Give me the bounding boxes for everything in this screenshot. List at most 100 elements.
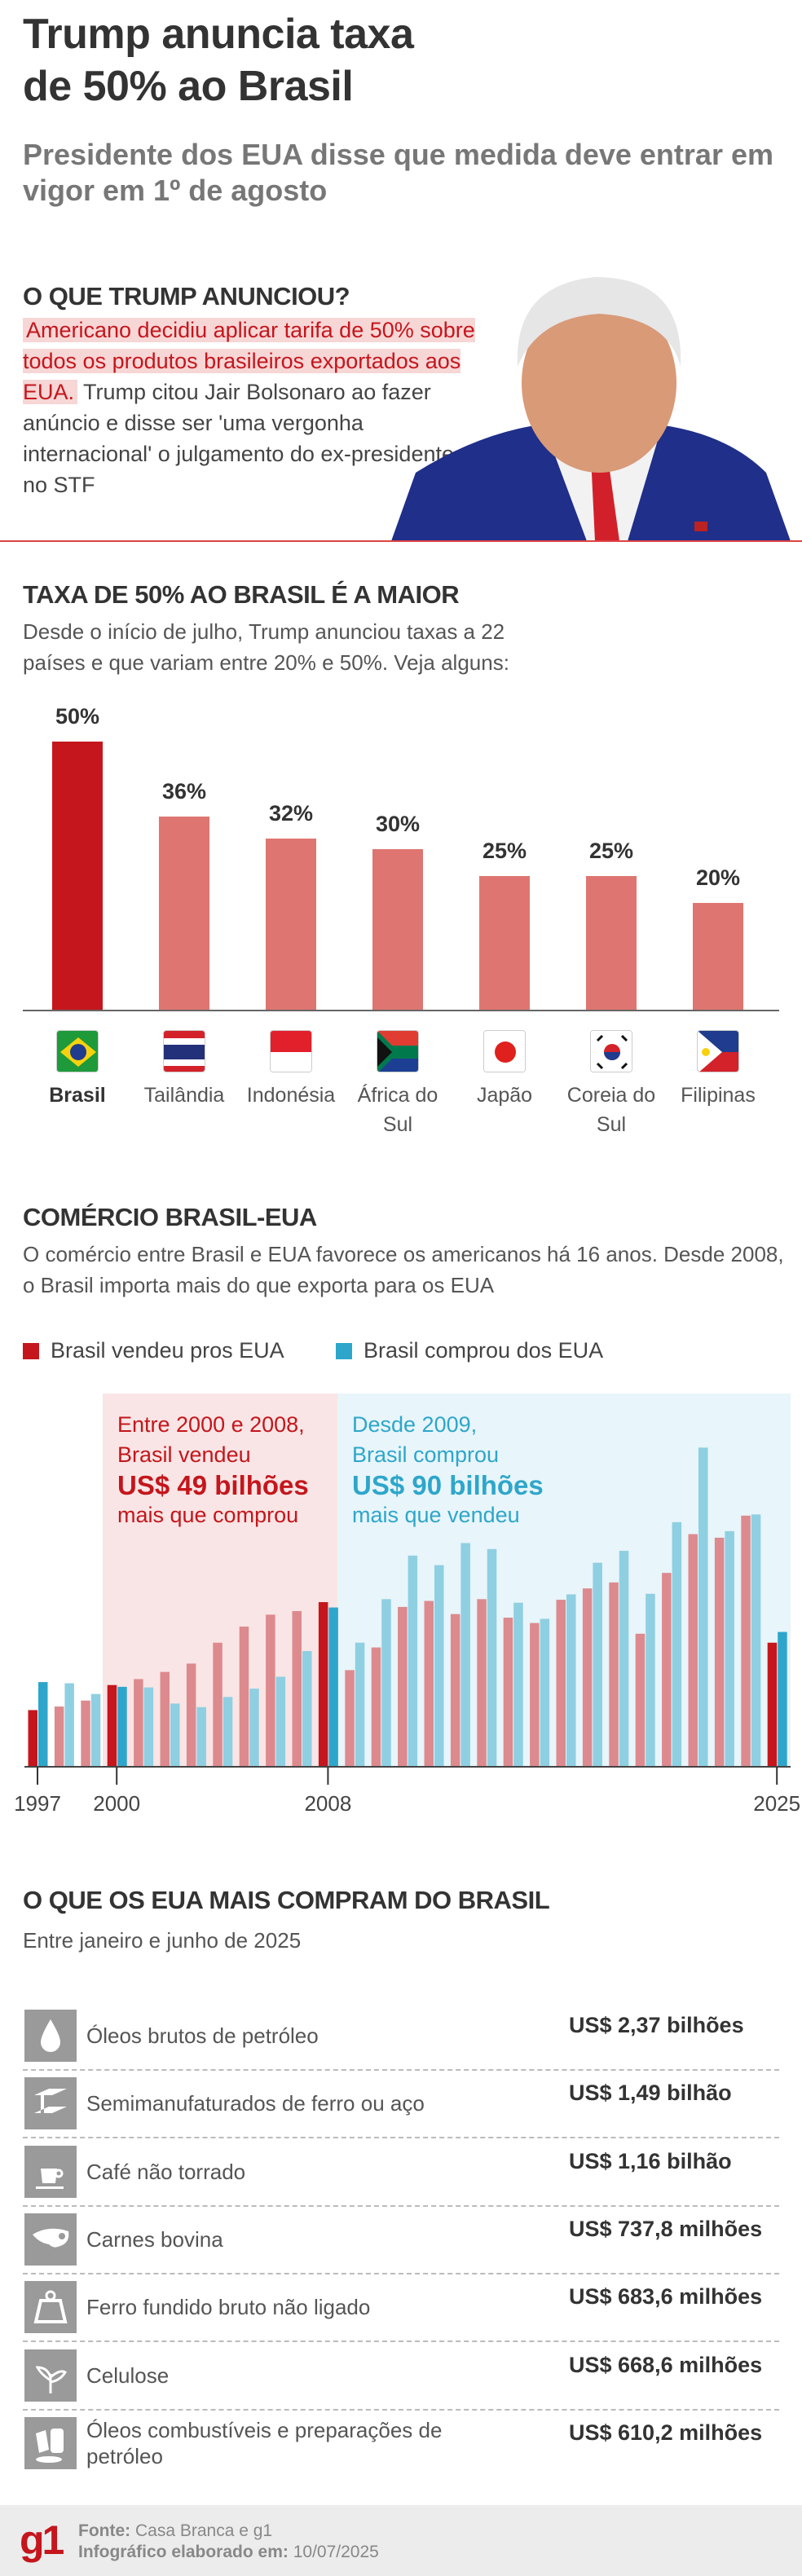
product-label: Óleos combustíveis e preparações de petr… [86, 2417, 443, 2468]
bar-bought-2020 [646, 1593, 655, 1767]
bar-bought-2010 [381, 1599, 391, 1767]
product-label: Celulose [86, 2362, 170, 2388]
product-row: Carnes bovina US$ 737,8 milhões [23, 2207, 779, 2274]
tariff-bar-6 [693, 903, 743, 1011]
bar-bought-2007 [302, 1650, 312, 1767]
tariff-value-label: 25% [482, 839, 527, 863]
ann-left-1: Entre 2000 e 2008, [117, 1412, 305, 1437]
country-label: Coreia do Sul [566, 1084, 656, 1136]
date-label: Infográfico elaborado em: [78, 2543, 289, 2561]
bar-bought-1999 [90, 1693, 101, 1767]
bar-bought-2018 [593, 1562, 602, 1767]
product-value: US$ 610,2 milhões [569, 2420, 763, 2445]
annotation-left: Entre 2000 e 2008, Brasil vendeu US$ 49 … [117, 1410, 309, 1530]
oil-drop-icon [24, 2010, 77, 2062]
brazil-flag-icon [56, 1030, 99, 1072]
weight-icon [24, 2281, 77, 2334]
date-line: Infográfico elaborado em: 10/07/2025 [78, 2543, 379, 2562]
page-title: Trump anuncia taxa de 50% ao Brasil [23, 8, 414, 112]
date-value: 10/07/2025 [293, 2543, 379, 2561]
product-row: Café não torrado US$ 1,16 bilhão [23, 2139, 779, 2207]
tariff-bar-4 [479, 876, 530, 1011]
announcement-highlight: Americano decidiu aplicar tarifa de 50% … [23, 318, 475, 404]
trade-description: O comércio entre Brasil e EUA favorece o… [23, 1242, 784, 1297]
tariff-chart: 50% Brasil 36% Tailândia 32% Indonésia 30% Áfri… [0, 0, 802, 1157]
product-value: US$ 737,8 milhões [569, 2216, 763, 2241]
tariff-bar-5 [586, 876, 637, 1011]
bar-sold-1999 [81, 1700, 90, 1767]
product-value: US$ 1,49 bilhão [569, 2081, 732, 2106]
ann-right-value: US$ 90 bilhões [352, 1470, 544, 1500]
steel-beam-icon [24, 2077, 77, 2130]
bar-bought-2008 [328, 1607, 338, 1767]
ann-right-4: mais que vendeu [352, 1503, 520, 1527]
bar-sold-2011 [398, 1606, 408, 1767]
bar-bought-2014 [487, 1548, 497, 1767]
products-description: Entre janeiro e junho de 2025 [23, 1928, 302, 1953]
announcement-heading: O QUE TRUMP ANUNCIOU? [23, 282, 350, 310]
bar-bought-2023 [725, 1530, 734, 1767]
thailand-flag-icon [163, 1030, 205, 1072]
bar-sold-2001 [134, 1679, 143, 1767]
bar-sold-2003 [186, 1663, 196, 1767]
source-line: Fonte: Casa Branca e g1 [78, 2521, 272, 2541]
bar-bought-2021 [672, 1521, 682, 1767]
bar-bought-2003 [196, 1706, 206, 1767]
product-row: Ferro fundido bruto não ligado US$ 683,6 … [23, 2274, 779, 2343]
bar-sold-2006 [266, 1614, 275, 1767]
trade-chart: 1997 2000 2008 2025 [14, 1447, 800, 1816]
announcement-text: Americano decidiu aplicar tarifa de 50% … [23, 315, 479, 500]
bar-sold-2024 [741, 1515, 751, 1767]
product-label: Café não torrado [86, 2159, 246, 2184]
bar-sold-2013 [450, 1614, 460, 1767]
title-line-2: de 50% ao Brasil [23, 63, 354, 110]
tick-label-2000: 2000 [93, 1791, 140, 1816]
bar-sold-2025 [767, 1642, 778, 1767]
philippines-flag-icon [697, 1030, 739, 1072]
tariff-value-label: 25% [588, 839, 634, 863]
bar-bought-2002 [170, 1703, 180, 1767]
tariff-value-label: 20% [695, 865, 741, 890]
product-value: US$ 683,6 milhões [569, 2284, 763, 2310]
legend-bought-label: Brasil comprou dos EUA [364, 1338, 604, 1363]
bar-bought-2017 [566, 1594, 576, 1767]
japan-flag-icon [483, 1030, 526, 1072]
steak-icon [24, 2213, 77, 2266]
bar-sold-2009 [345, 1670, 355, 1767]
tariffs-heading: TAXA DE 50% AO BRASIL É A MAIOR [23, 580, 460, 609]
ann-right-1: Desde 2009, [352, 1412, 478, 1437]
tariff-bar-3 [372, 849, 423, 1011]
product-label: Ferro fundido bruto não ligado [86, 2295, 371, 2320]
bar-sold-2002 [160, 1671, 170, 1767]
section-divider [0, 540, 802, 542]
product-value: US$ 1,16 bilhão [569, 2148, 732, 2173]
announcement-body: Trump citou Jair Bolsonaro ao fazer anún… [23, 380, 454, 497]
legend-swatch-blue [336, 1343, 352, 1359]
ann-right-2: Brasil comprou [352, 1442, 500, 1467]
bar-sold-2012 [424, 1601, 434, 1767]
bar-bought-2009 [355, 1642, 365, 1767]
bar-bought-1997 [38, 1682, 48, 1767]
country-label: Filipinas [681, 1084, 756, 1107]
footer: g1 Fonte: Casa Branca e g1 Infográfico e… [0, 2505, 802, 2576]
product-row: Óleos combustíveis e preparações de petr… [23, 2411, 779, 2478]
tariff-value-label: 30% [375, 812, 421, 836]
bar-sold-2010 [371, 1647, 381, 1767]
country-label: Indonésia [246, 1084, 336, 1107]
bar-sold-2007 [292, 1610, 302, 1767]
bar-sold-2004 [213, 1642, 223, 1767]
annotation-right: Desde 2009, Brasil comprou US$ 90 bilhõe… [352, 1410, 544, 1530]
bar-sold-2005 [239, 1626, 249, 1767]
bar-sold-2023 [714, 1537, 725, 1767]
ann-left-2: Brasil vendeu [117, 1442, 251, 1467]
bar-bought-2011 [408, 1555, 418, 1767]
bar-sold-1997 [28, 1710, 37, 1767]
product-label: Semimanufaturados de ferro ou aço [86, 2091, 425, 2116]
country-label: Tailândia [143, 1084, 225, 1107]
tariff-axis [23, 1010, 779, 1011]
source-label: Fonte: [78, 2521, 131, 2540]
bar-bought-2013 [460, 1543, 470, 1767]
bar-bought-1998 [64, 1683, 74, 1767]
coffee-cup-icon [24, 2145, 77, 2198]
indonesia-flag-icon [270, 1030, 312, 1072]
